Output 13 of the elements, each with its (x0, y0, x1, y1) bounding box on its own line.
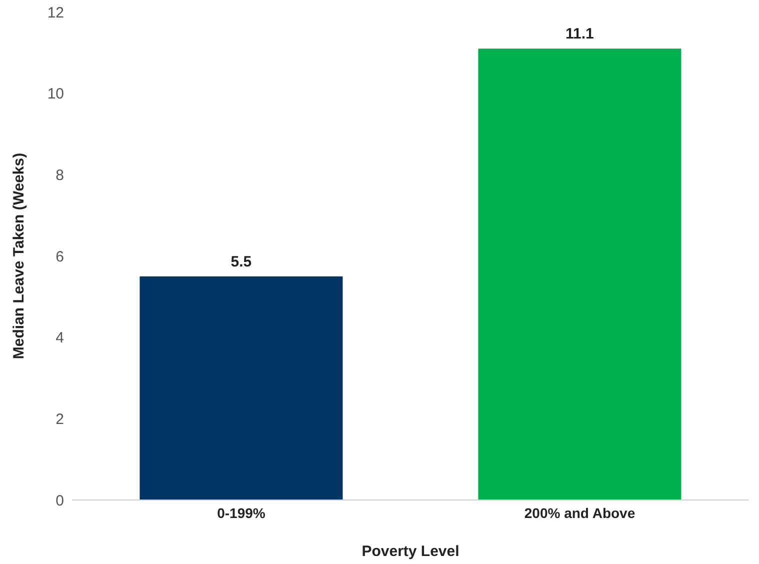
y-tick-label: 4 (56, 330, 64, 347)
data-label: 5.5 (230, 253, 252, 270)
x-tick-label: 0-199% (217, 504, 266, 521)
y-tick-label: 2 (56, 410, 64, 428)
x-tick-label: 200% and Above (524, 504, 636, 521)
data-label: 11.1 (566, 26, 594, 43)
x-axis-title: Poverty Level (362, 543, 460, 560)
y-tick-label: 0 (56, 492, 64, 510)
y-tick-label: 12 (47, 4, 64, 22)
y-tick-label: 6 (56, 248, 64, 266)
y-axis-title: Median Leave Taken (Weeks) (10, 152, 28, 360)
y-tick-label: 10 (47, 86, 64, 103)
y-tick-label: 8 (56, 166, 64, 184)
